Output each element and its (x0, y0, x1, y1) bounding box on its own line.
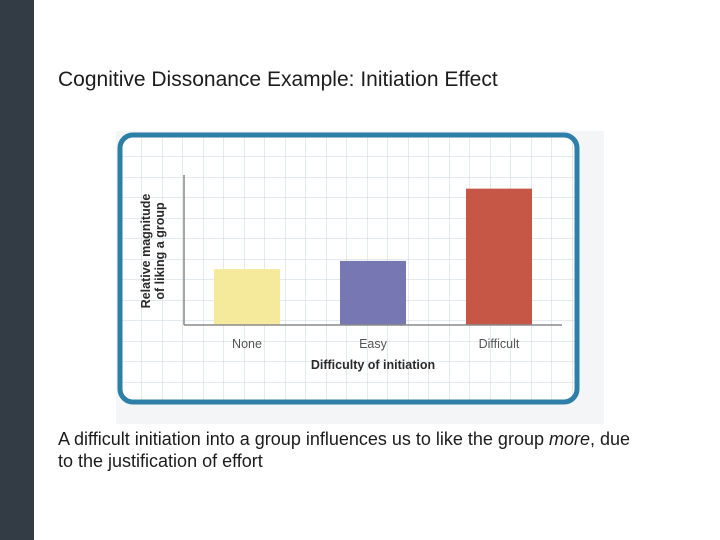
y-axis-label-line-1: Relative magnitude (139, 194, 153, 309)
body-text-emphasis: more (548, 429, 590, 449)
slide-body-text: A difficult initiation into a group infl… (58, 428, 638, 472)
chart-figure: None Easy Difficult Difficulty of initiati… (116, 131, 604, 424)
chart-frame (117, 132, 580, 405)
body-text-part-1: A difficult initiation into a group infl… (58, 429, 549, 449)
x-axis-label: Difficulty of initiation (311, 358, 435, 372)
bar-difficult (466, 188, 532, 325)
tick-label-none: None (232, 337, 262, 351)
slide-title: Cognitive Dissonance Example: Initiation… (58, 68, 498, 91)
body-text-part-2: , due to the justification of effort (58, 429, 631, 471)
sidebar-strip (0, 0, 34, 540)
bar-none (214, 269, 280, 325)
bar-chart: None Easy Difficult Difficulty of initiati… (116, 131, 604, 424)
y-axis-label-line-2: of liking a group (153, 202, 167, 300)
tick-label-difficult: Difficult (479, 337, 520, 351)
y-axis-label: Relative magnitude of liking a group (139, 194, 167, 309)
tick-label-easy: Easy (359, 337, 388, 351)
bar-easy (340, 260, 406, 325)
